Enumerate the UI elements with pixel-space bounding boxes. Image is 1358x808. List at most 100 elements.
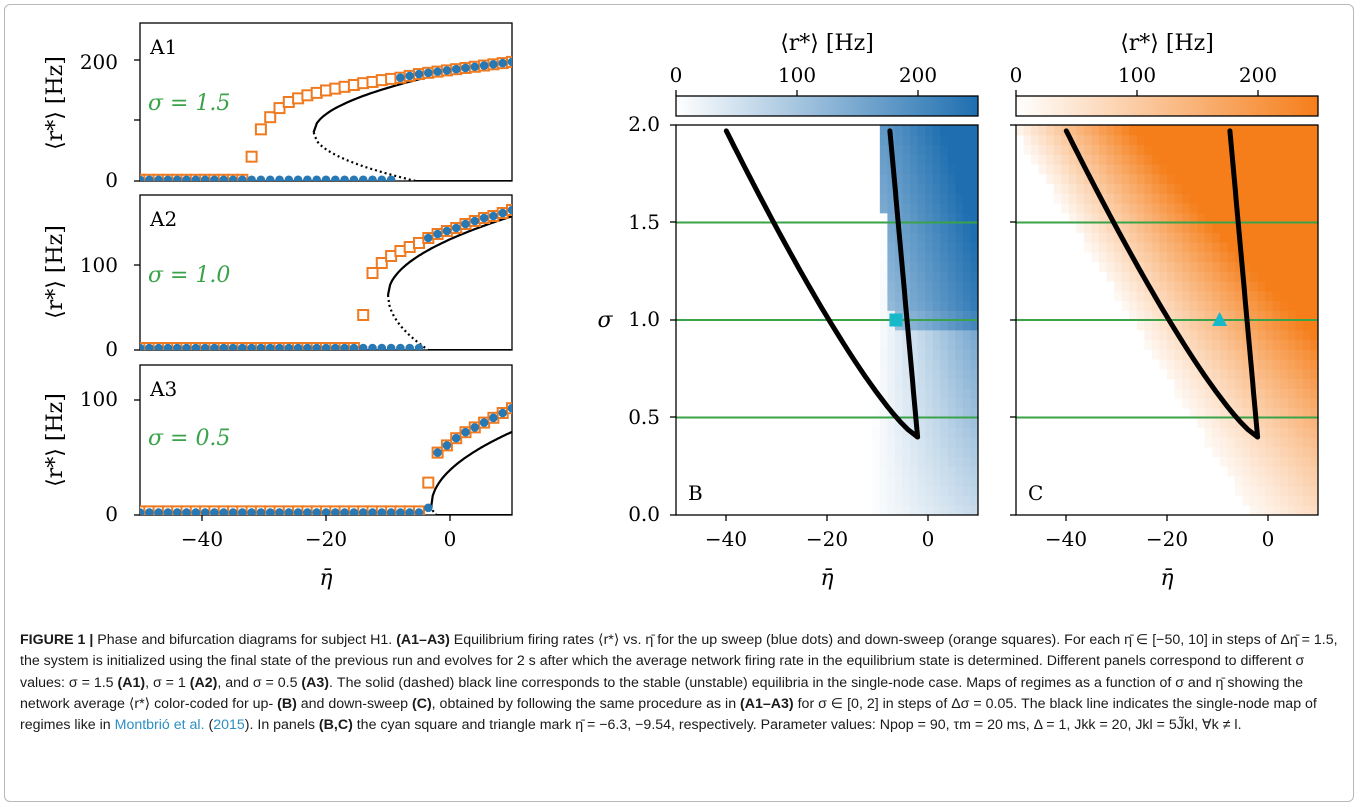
caption-text: (	[204, 717, 214, 734]
heatmap-cell	[970, 320, 978, 331]
heatmap-cell	[1227, 251, 1236, 263]
heatmap-cell	[1197, 359, 1206, 370]
heatmap-cell	[1182, 320, 1191, 331]
heatmap-cell	[1197, 242, 1206, 253]
heatmap-cell	[1287, 261, 1296, 272]
heatmap-cell	[1189, 222, 1198, 233]
heatmap-cell	[1144, 173, 1153, 185]
heatmap-cell	[1212, 203, 1221, 214]
heatmap-cell	[1295, 242, 1304, 253]
heatmap-cell	[1046, 134, 1055, 146]
heatmap-cell	[887, 251, 896, 263]
heatmap-cell	[879, 310, 888, 321]
heatmap-cell	[962, 359, 972, 370]
heatmap-cell	[1174, 388, 1183, 399]
panel-c-xtick-0: 0	[1262, 527, 1275, 551]
heatmap-cell	[1167, 212, 1176, 224]
heatmap-cell	[1219, 417, 1228, 428]
heatmap-cell	[925, 300, 934, 311]
heatmap-cell	[1144, 339, 1153, 350]
regime-boundary-right	[887, 128, 921, 440]
heatmap-cell	[970, 193, 978, 204]
heatmap-cell	[1265, 417, 1274, 428]
heatmap-cell	[1106, 125, 1115, 136]
heatmap-cell	[1272, 329, 1281, 341]
heatmap-cell	[910, 359, 919, 370]
heatmap-cell	[940, 349, 949, 360]
heatmap-cell	[940, 212, 949, 224]
heatmap-cell	[1287, 251, 1296, 263]
panel-c-colorbar-label: ⟨r*⟩ [Hz]	[1120, 31, 1214, 56]
heatmap-cell	[902, 144, 911, 155]
heatmap-cell	[1287, 310, 1296, 321]
heatmap-cell	[902, 251, 911, 263]
heatmap-cell	[1038, 154, 1047, 165]
heatmap-cell	[1242, 242, 1251, 253]
heatmap-cell	[1083, 144, 1093, 155]
up-sweep-point	[451, 223, 461, 233]
heatmap-cell	[917, 193, 926, 204]
heatmap-cell	[962, 261, 972, 272]
heatmap-cell	[1076, 193, 1085, 204]
heatmap-cell	[1114, 212, 1123, 224]
heatmap-cell	[1144, 154, 1153, 165]
heatmap-cell	[894, 193, 904, 204]
heatmap-cell	[1265, 320, 1274, 331]
heatmap-cell	[1287, 349, 1296, 360]
heatmap-cell	[1280, 183, 1289, 194]
citation-year-link[interactable]: 2015	[213, 717, 245, 734]
heatmap-cell	[925, 495, 934, 506]
panel-b-ytick-05: 0.5	[628, 405, 660, 429]
up-sweep-point	[140, 508, 145, 515]
heatmap-cell	[910, 290, 919, 302]
heatmap-cell	[1287, 232, 1296, 243]
heatmap-cell	[1219, 290, 1228, 302]
heatmap-cell	[1302, 407, 1312, 419]
heatmap-cell	[1280, 134, 1289, 146]
caption-text: . The solid (dashed) black line correspo…	[20, 674, 1304, 712]
heatmap-cell	[1219, 251, 1228, 263]
heatmap-cell	[1295, 388, 1304, 399]
heatmap-cell	[1287, 271, 1296, 282]
heatmap-cell	[1174, 251, 1183, 263]
caption-ref: (C)	[411, 695, 432, 712]
panel-b: ⟨r*⟩ [Hz] 0 100 200 B 0.0 0.5 1.0 1.5 2.…	[597, 31, 979, 591]
heatmap-cell	[1083, 183, 1093, 194]
heatmap-cell	[1219, 329, 1228, 341]
heatmap-cell	[1242, 212, 1251, 224]
up-sweep-point	[163, 175, 173, 181]
heatmap-cell	[1159, 144, 1168, 155]
up-sweep-point	[396, 73, 405, 82]
heatmap-cell	[1136, 203, 1145, 214]
heatmap-cell	[1061, 164, 1070, 175]
heatmap-cell	[1189, 320, 1198, 331]
heatmap-cell	[1212, 134, 1221, 146]
heatmap-cell	[902, 456, 911, 467]
heatmap-cell	[1031, 154, 1040, 165]
heatmap-cell	[1121, 212, 1130, 224]
up-sweep-point	[228, 508, 238, 515]
heatmap-cell	[1280, 349, 1289, 360]
citation-link[interactable]: Montbrió et al.	[114, 717, 205, 734]
heatmap-cell	[940, 271, 949, 282]
heatmap-cell	[1136, 193, 1145, 204]
heatmap-cell	[1257, 398, 1266, 409]
heatmap-cell	[1257, 349, 1266, 360]
heatmap-cell	[1212, 368, 1221, 380]
heatmap-cell	[962, 164, 972, 175]
heatmap-cell	[1257, 271, 1266, 282]
heatmap-cell	[1257, 456, 1266, 467]
heatmap-cell	[1227, 222, 1236, 233]
heatmap-cell	[1227, 232, 1236, 243]
up-sweep-point	[303, 343, 312, 350]
heatmap-cell	[932, 271, 941, 282]
heatmap-cell	[962, 232, 972, 243]
heatmap-cell	[1219, 300, 1228, 311]
heatmap-cell	[887, 329, 896, 341]
heatmap-cell	[932, 281, 941, 292]
heatmap-cell	[962, 212, 972, 224]
heatmap-cell	[894, 388, 904, 399]
heatmap-cell	[1159, 290, 1168, 302]
heatmap-cell	[947, 261, 956, 272]
down-sweep-point	[273, 102, 286, 115]
